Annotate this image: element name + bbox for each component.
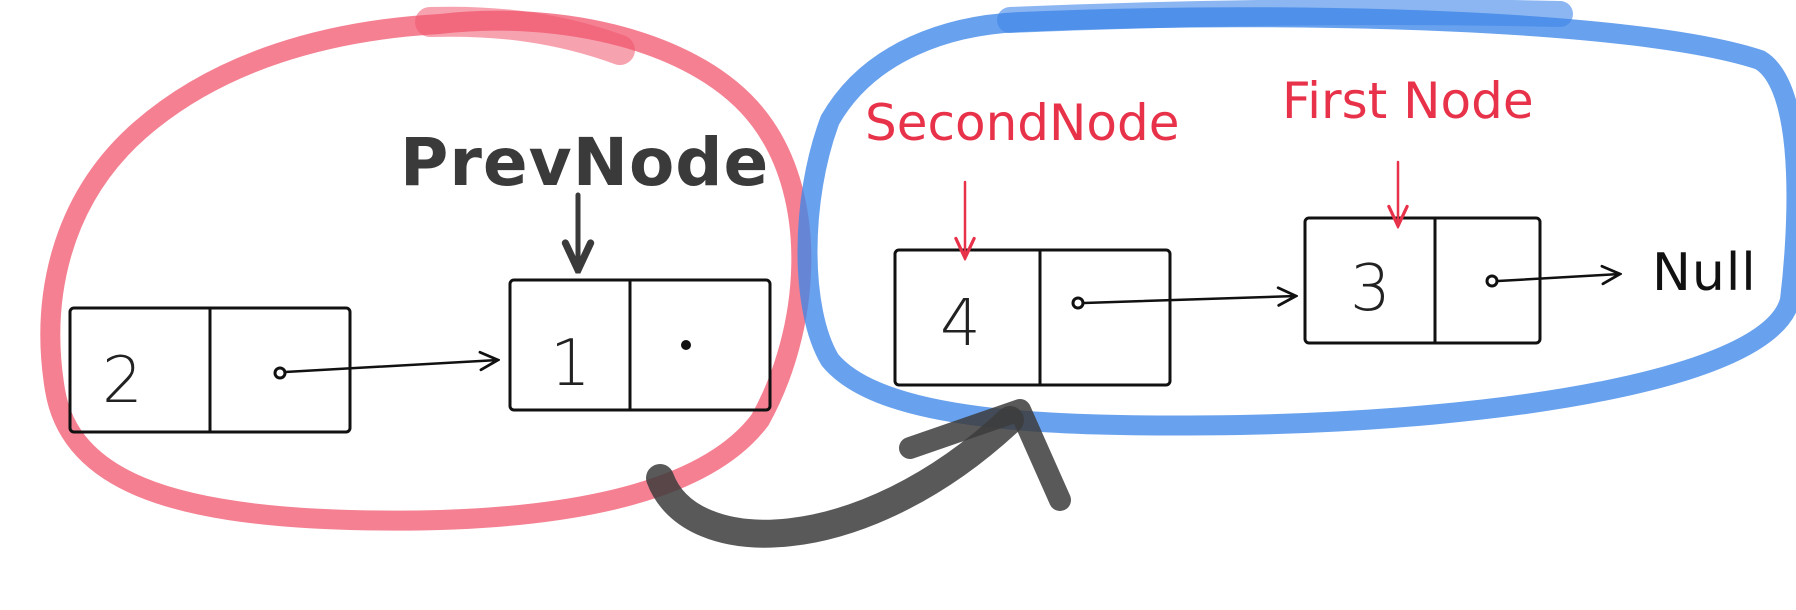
node-2-pointer-dot: [273, 366, 287, 380]
node-4-box: [893, 248, 1172, 387]
null-label: Null: [1652, 243, 1757, 303]
node-3: 3: [1303, 216, 1620, 345]
big-move-arrow-head: [899, 399, 1071, 511]
node-3-pointer-dot: [1485, 274, 1499, 288]
right-group-outline: [797, 7, 1796, 436]
left-group-outline: [40, 10, 812, 531]
node-4-value: 4: [940, 287, 981, 361]
node-2-value: 2: [102, 344, 143, 418]
node-1-pointer-dot: [681, 340, 691, 350]
node-2: 2: [68, 306, 498, 434]
big-move-arrow: [646, 406, 1024, 548]
node-1: 1: [508, 278, 772, 412]
node-3-next-link: [1496, 274, 1620, 281]
node-1-box: [508, 278, 772, 412]
left-group-outline-stroke-2: [415, 6, 635, 65]
node-4: 4: [893, 248, 1296, 387]
first-node-label: First Node: [1282, 72, 1534, 130]
node-3-box: [1303, 216, 1542, 345]
node-4-pointer-dot: [1071, 296, 1085, 310]
node-3-value: 3: [1350, 252, 1391, 326]
node-4-next-link: [1082, 296, 1296, 303]
prev-node-label: PrevNode: [400, 124, 769, 201]
node-1-value: 1: [550, 327, 591, 401]
right-group-outline-stroke-2: [997, 0, 1573, 33]
second-node-label: SecondNode: [865, 94, 1180, 152]
node-2-next-link: [283, 360, 498, 374]
